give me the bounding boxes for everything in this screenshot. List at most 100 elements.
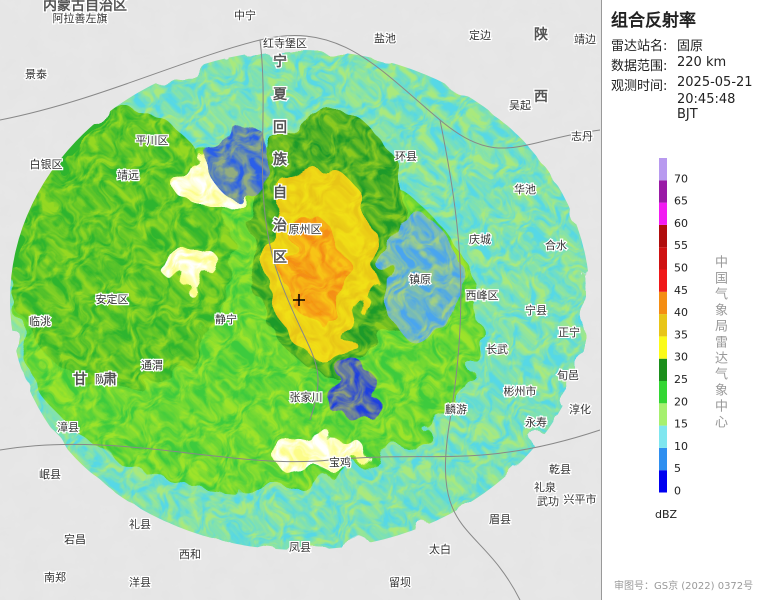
boundary	[259, 39, 319, 421]
legend-swatch	[659, 381, 667, 404]
place-label: 回	[273, 120, 287, 136]
legend-label: 45	[674, 284, 688, 297]
place-label: 兴平市	[564, 492, 597, 506]
place-label: 华池	[514, 182, 536, 196]
place-label: 夏	[273, 86, 288, 103]
place-label: 张家川	[290, 390, 323, 404]
place-label: 景泰	[25, 67, 47, 81]
place-label: 内蒙古自治区	[43, 0, 127, 14]
place-label: 自	[273, 184, 287, 201]
legend-unit: dBZ	[655, 508, 678, 521]
field-value: 20:45:48 BJT	[677, 92, 736, 122]
place-label: 乾县	[549, 463, 571, 476]
place-label: 志丹	[571, 130, 593, 143]
legend-label: 40	[674, 306, 688, 319]
field-value: 2025-05-21	[677, 75, 753, 90]
field-value: 固原	[677, 39, 704, 54]
place-label: 定边	[469, 28, 491, 42]
boundary	[0, 429, 601, 463]
place-label: 西	[534, 89, 548, 105]
field-label: 雷达站名:	[611, 39, 668, 54]
legend-swatch	[659, 447, 667, 471]
legend-swatch	[659, 224, 667, 248]
place-label: 礼县	[129, 517, 151, 531]
place-label: 凤县	[289, 541, 311, 554]
place-label: 白银区	[30, 157, 63, 171]
place-label: 阿拉善左旗	[53, 11, 108, 25]
place-label: 长武	[486, 343, 508, 356]
legend-swatch	[659, 403, 667, 426]
place-label: 彬州市	[504, 384, 537, 398]
place-label: 西和	[179, 548, 201, 561]
place-label: 正宁	[558, 325, 580, 339]
legend-swatch	[659, 291, 667, 315]
place-label: 红寺堡区	[263, 36, 307, 50]
field-value: 220 km	[677, 55, 727, 70]
field-label: 数据范围:	[611, 59, 668, 74]
place-label: 盐池	[374, 32, 396, 45]
legend-swatch	[659, 269, 667, 292]
place-label: 原州区	[289, 223, 322, 236]
place-label: 吴起	[509, 99, 531, 112]
place-label: 宕昌	[64, 532, 86, 546]
place-label: 区	[273, 250, 287, 266]
boundaries	[0, 35, 601, 600]
legend-swatch	[659, 425, 667, 448]
radar-station	[293, 294, 305, 306]
legend-swatch	[659, 180, 667, 203]
place-label: 宁	[273, 53, 287, 70]
place-label: 洋县	[129, 575, 151, 589]
legend-label: 30	[674, 351, 688, 364]
place-label: 眉县	[489, 513, 511, 526]
place-label: 合水	[545, 238, 567, 252]
place-label: 镇原	[409, 272, 431, 286]
legend-label: 35	[674, 328, 688, 341]
place-label: 南郑	[44, 570, 66, 584]
place-label: 肃	[103, 371, 117, 388]
place-label: 西峰区	[466, 289, 499, 302]
legend-label: 60	[674, 217, 688, 230]
place-label: 岷县	[39, 468, 61, 481]
place-label: 旬邑	[557, 369, 579, 382]
place-label: 临洮	[29, 314, 51, 328]
boundary	[439, 119, 521, 600]
place-label: 庆城	[469, 232, 491, 246]
legend-label: 50	[674, 262, 688, 275]
approval-number: 审图号：GS京 (2022) 0372号	[614, 581, 754, 592]
place-label: 漳县	[57, 420, 79, 434]
legend-label: 25	[674, 373, 688, 386]
place-label: 宝鸡	[329, 455, 351, 469]
field-label: 观测时间:	[611, 79, 668, 94]
legend-label: 65	[674, 195, 688, 208]
boundary	[0, 35, 601, 149]
legend-swatch	[659, 158, 667, 181]
place-label: 淳化	[569, 402, 591, 416]
legend-swatch	[659, 336, 667, 359]
info-panel: 组合反射率 雷达站名: 固原 数据范围: 220 km 观测时间: 2025-0…	[601, 0, 757, 600]
legend-label: 0	[674, 485, 681, 498]
org-name: 中国气象局雷达气象中心	[712, 255, 727, 431]
place-label: 宁县	[525, 303, 547, 317]
place-label: 通渭	[141, 359, 163, 372]
legend-swatch	[659, 247, 667, 270]
place-label: 安定区	[96, 292, 129, 306]
place-label: 靖边	[574, 33, 596, 46]
place-label: 中宁	[234, 8, 256, 22]
place-label: 武功	[537, 495, 559, 508]
legend-label: 20	[674, 395, 688, 408]
legend-swatch	[659, 314, 667, 337]
color-legend: 0 5 10 15 20 25 30 35 40 45 50 55 60 65 70	[659, 158, 688, 498]
place-label: 永寿	[525, 415, 547, 429]
place-label: 静宁	[215, 312, 237, 326]
place-label: 太白	[429, 542, 451, 556]
place-label: 环县	[395, 150, 417, 163]
place-label: 陕	[534, 26, 548, 43]
legend-swatch	[659, 202, 667, 225]
place-label: 族	[273, 151, 288, 168]
legend-swatch	[659, 470, 667, 493]
legend-label: 70	[674, 172, 688, 185]
legend-label: 55	[674, 239, 688, 252]
